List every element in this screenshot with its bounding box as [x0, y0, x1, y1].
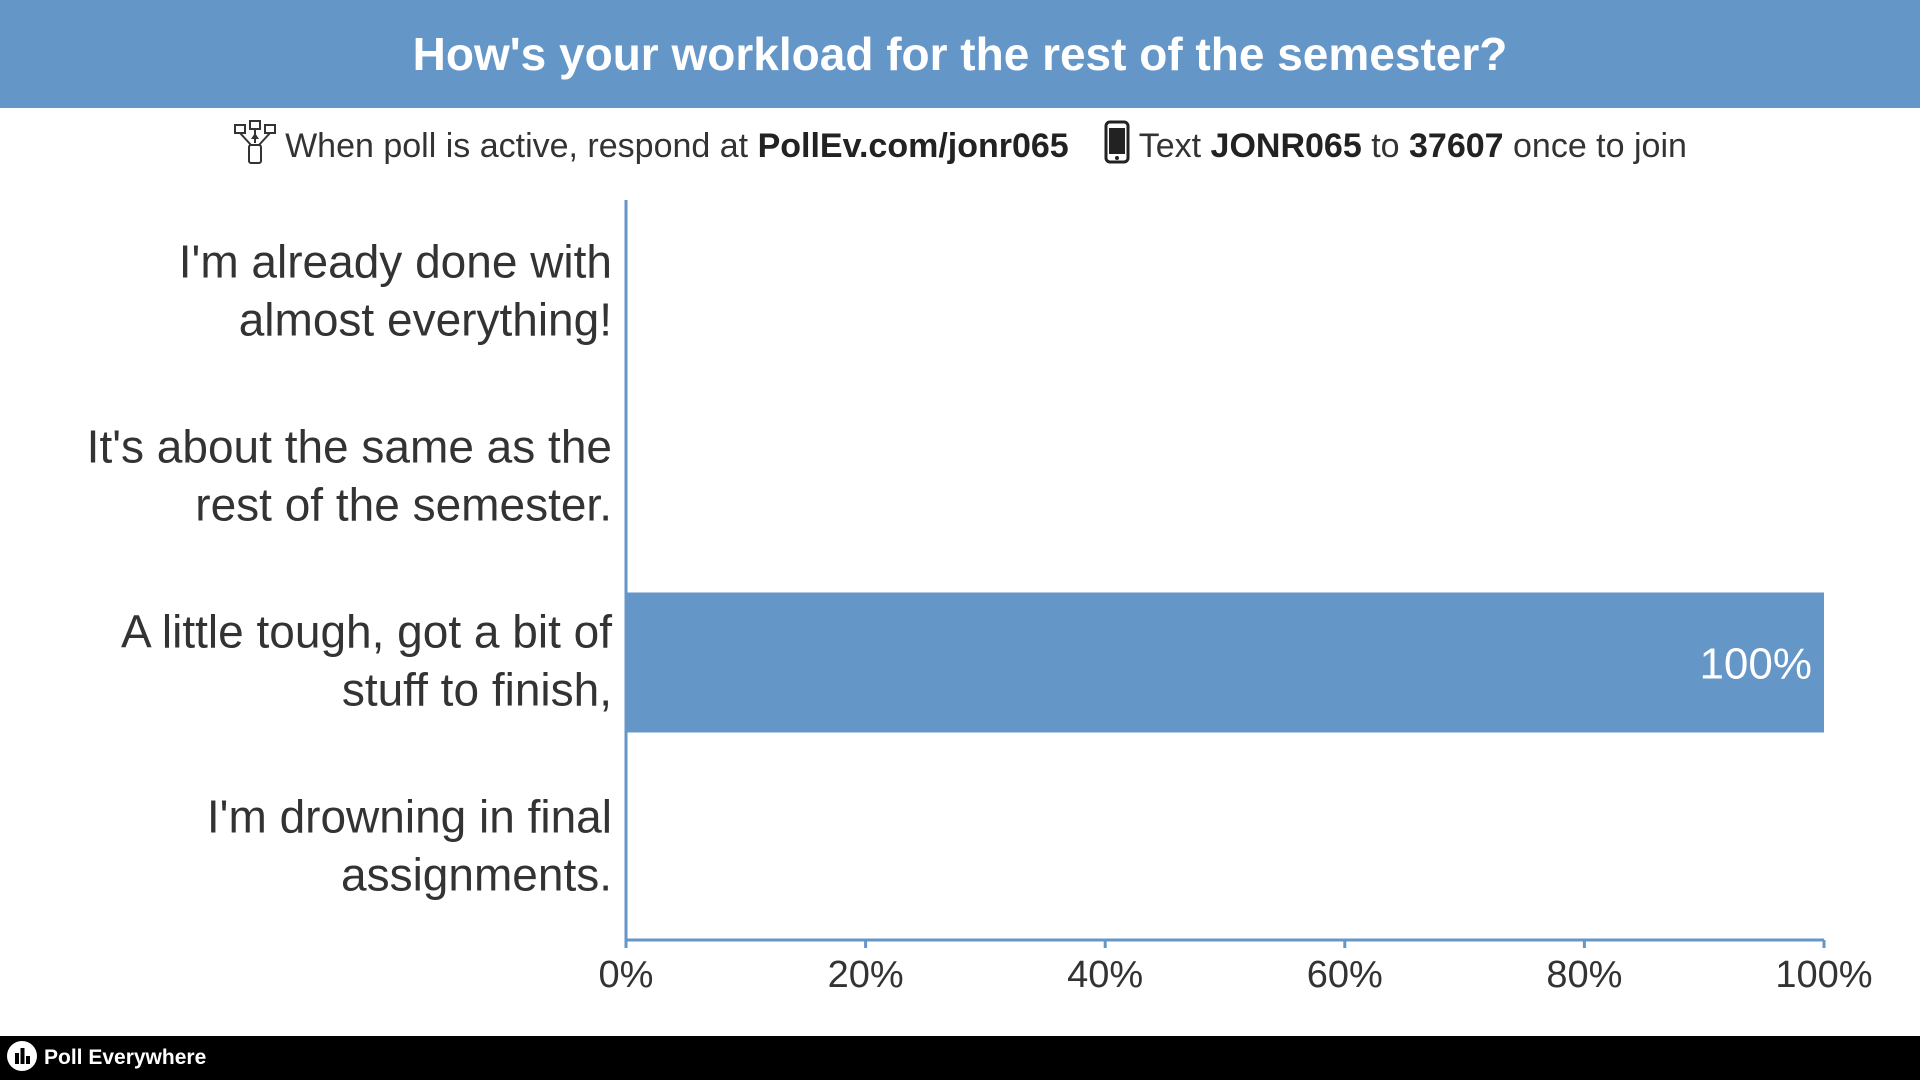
category-label-line: I'm already done with: [179, 236, 612, 288]
category-label-line: stuff to finish,: [342, 664, 612, 716]
category-label: I'm drowning in final assignments.: [207, 791, 612, 901]
category-label-line: I'm drowning in final: [207, 791, 612, 843]
category-label: It's about the same as the rest of the se…: [87, 421, 612, 531]
poll-everywhere-logo-icon: [6, 1040, 38, 1077]
footer-bar: Poll Everywhere: [0, 1036, 1920, 1080]
x-tick-label: 80%: [1546, 954, 1622, 996]
header-bar: How's your workload for the rest of the …: [0, 0, 1920, 108]
bar-chart: I'm already done with almost everything!I…: [87, 200, 1873, 996]
text-instruction-to: to: [1371, 126, 1400, 165]
category-label: I'm already done with almost everything!: [179, 236, 612, 346]
text-instruction-suffix: once to join: [1513, 126, 1687, 165]
x-tick-label: 0%: [599, 954, 654, 996]
phone-icon: [1103, 120, 1131, 173]
bar-value-label: 100%: [1699, 640, 1812, 689]
text-number: 37607: [1409, 126, 1504, 165]
category-label-line: rest of the semester.: [195, 479, 612, 531]
category-label-line: almost everything!: [239, 294, 612, 346]
category-label-line: It's about the same as the: [87, 421, 612, 473]
footer-brand: Poll Everywhere: [44, 1046, 207, 1069]
web-instruction-prefix: When poll is active, respond at: [285, 126, 749, 165]
poll-url[interactable]: PollEv.com/jonr065: [757, 126, 1069, 165]
poll-title: How's your workload for the rest of the …: [412, 28, 1508, 80]
poll-network-icon: [233, 119, 277, 174]
x-tick-label: 100%: [1775, 954, 1872, 996]
x-tick-label: 20%: [828, 954, 904, 996]
category-label-line: A little tough, got a bit of: [121, 606, 612, 658]
text-code: JONR065: [1210, 126, 1362, 165]
category-label-line: assignments.: [341, 849, 612, 901]
text-instruction-prefix: Text: [1138, 126, 1202, 165]
join-instructions: When poll is active, respond at PollEv.c…: [0, 112, 1920, 180]
bar: [626, 592, 1824, 733]
x-tick-label: 40%: [1067, 954, 1143, 996]
x-tick-label: 60%: [1307, 954, 1383, 996]
category-label: A little tough, got a bit of stuff to fin…: [121, 606, 612, 716]
